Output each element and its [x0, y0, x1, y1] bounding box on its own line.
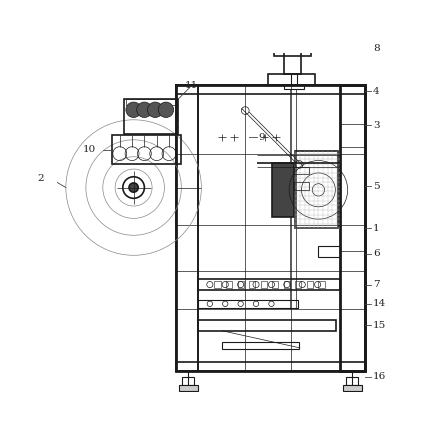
- Text: 9: 9: [258, 133, 265, 142]
- Circle shape: [126, 102, 141, 117]
- Bar: [340, 85, 365, 371]
- Text: 5: 5: [373, 182, 380, 191]
- Bar: [268, 74, 314, 85]
- Bar: [198, 300, 297, 308]
- Bar: [318, 281, 325, 289]
- Bar: [274, 48, 311, 56]
- Bar: [284, 51, 301, 74]
- Text: 7: 7: [373, 280, 380, 289]
- Bar: [238, 281, 244, 289]
- Bar: [176, 362, 365, 371]
- Bar: [294, 167, 309, 174]
- Bar: [198, 320, 336, 331]
- Bar: [307, 281, 313, 289]
- Circle shape: [129, 183, 138, 192]
- Bar: [294, 182, 309, 190]
- Text: 2: 2: [37, 174, 44, 183]
- Text: 3: 3: [373, 121, 380, 130]
- Bar: [261, 281, 267, 289]
- Text: 6: 6: [373, 249, 380, 258]
- Bar: [295, 151, 337, 228]
- Bar: [182, 377, 194, 385]
- Text: 4: 4: [373, 87, 380, 96]
- Circle shape: [158, 102, 174, 117]
- Bar: [343, 385, 361, 391]
- Bar: [278, 40, 286, 51]
- Bar: [176, 85, 365, 371]
- Bar: [284, 85, 304, 89]
- Bar: [272, 163, 294, 217]
- Text: 10: 10: [83, 145, 96, 154]
- Bar: [284, 281, 290, 289]
- Bar: [289, 40, 297, 51]
- Text: 15: 15: [373, 321, 386, 330]
- Bar: [179, 385, 198, 391]
- Bar: [226, 281, 232, 289]
- Text: 16: 16: [373, 373, 386, 381]
- Circle shape: [137, 102, 152, 117]
- Bar: [295, 281, 301, 289]
- Bar: [318, 246, 340, 257]
- Bar: [222, 341, 299, 349]
- Bar: [124, 99, 178, 134]
- Bar: [346, 377, 358, 385]
- Bar: [272, 281, 278, 289]
- Bar: [198, 279, 340, 290]
- Bar: [176, 85, 365, 95]
- Text: 8: 8: [373, 44, 380, 53]
- Bar: [214, 281, 221, 289]
- Text: 1: 1: [373, 224, 380, 233]
- Text: 11: 11: [184, 81, 198, 90]
- Bar: [126, 99, 177, 105]
- Bar: [176, 85, 198, 371]
- Bar: [249, 281, 255, 289]
- Bar: [300, 40, 308, 51]
- Circle shape: [147, 102, 163, 117]
- Text: 14: 14: [373, 299, 386, 308]
- Bar: [112, 135, 181, 165]
